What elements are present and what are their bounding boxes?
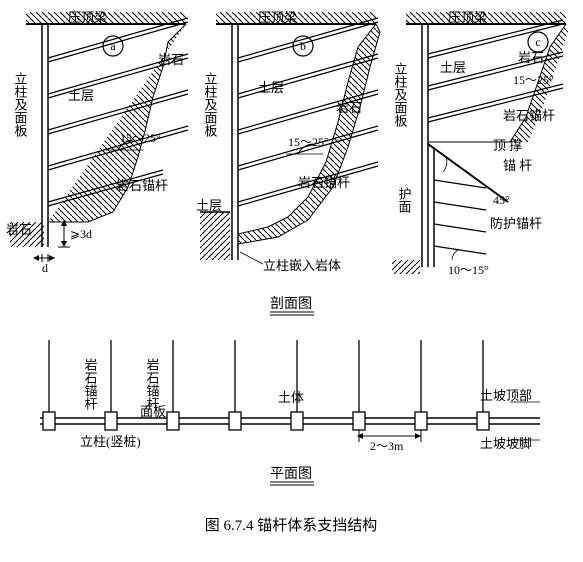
plan-column-label: 立柱(竖桩)	[80, 434, 141, 449]
brace-angle: 45°	[493, 193, 510, 207]
plan-rock-anchor-2: 岩石锚杆	[145, 358, 160, 410]
svg-text:平面图: 平面图	[270, 467, 312, 482]
protect-anchor-label: 防护锚杆	[490, 216, 542, 231]
anchor-label: 锚 杆	[503, 158, 532, 173]
face-protect-label: 护面	[397, 187, 412, 213]
lower-soil-label: 土层	[196, 198, 222, 213]
lower-anchors-c	[434, 180, 486, 254]
plan-slope-toe: 土坡坡脚	[480, 436, 532, 451]
column-label-a: 立柱及面板	[13, 72, 28, 138]
rock-anchor-label-b: 岩石锚杆	[298, 175, 350, 190]
plan-rock-anchor-1: 岩石锚杆	[83, 358, 98, 410]
depth-note: ⩾3d	[70, 227, 92, 241]
diagram-canvas: 压顶梁 a 立柱及面板 土层 岩石 15～25° 岩石锚杆	[0, 0, 583, 562]
plan-panel-label: 面板	[140, 404, 166, 419]
soil-label-c: 土层	[440, 60, 466, 75]
soil-label-a: 土层	[68, 88, 94, 103]
svg-text:a: a	[110, 39, 116, 53]
lower-angle-label: 10～15°	[448, 263, 489, 277]
section-panel-a: 压顶梁 a 立柱及面板 土层 岩石 15～25° 岩石锚杆	[6, 10, 188, 275]
angle-label-b: 15～25°	[288, 135, 329, 149]
section-title: 剖面图	[270, 296, 314, 315]
plan-slope-top: 土坡顶部	[480, 388, 532, 403]
base-rock-label: 岩石	[6, 222, 32, 237]
section-panel-b: 压顶梁 b 立柱及面板 土层 岩石 15～25° 岩石锚杆 土层 立柱嵌入岩体	[196, 10, 380, 273]
plan-soil-body: 土体	[278, 390, 304, 405]
plan-spacing: 2～3m	[370, 439, 404, 453]
column-label-b: 立柱及面板	[203, 72, 218, 138]
angle-label-c: 15～25°	[513, 73, 554, 87]
rock-anchor-label-a: 岩石锚杆	[116, 178, 168, 193]
plan-columns	[43, 340, 489, 430]
angle-label-a: 15～25°	[120, 131, 161, 145]
rock-label-b: 岩石	[336, 100, 362, 115]
rock-anchor-label-c: 岩石锚杆	[503, 108, 555, 123]
column-label-c: 立柱及面板	[393, 62, 408, 128]
soil-label-b: 土层	[258, 80, 284, 95]
svg-text:剖面图: 剖面图	[270, 296, 312, 312]
plan-title: 平面图	[270, 467, 314, 485]
rock-label-a: 岩石	[158, 52, 184, 67]
brace-label: 顶 撑	[493, 138, 522, 153]
plan-view: 岩石锚杆 岩石锚杆 土体 面板 立柱(竖桩) 2～3m 土坡顶部 土坡坡脚	[40, 340, 540, 453]
rock-label-c: 岩石	[518, 50, 544, 65]
embed-note: 立柱嵌入岩体	[263, 258, 341, 273]
svg-text:c: c	[535, 35, 540, 49]
section-panel-c: 压顶梁 c 立柱及面板 土层 岩石 15～25° 岩石锚杆 顶 撑 锚 杆 45…	[392, 10, 568, 277]
svg-text:b: b	[300, 39, 306, 53]
d-label: d	[42, 261, 48, 275]
figure-caption: 图 6.7.4 锚杆体系支挡结构	[205, 517, 378, 534]
